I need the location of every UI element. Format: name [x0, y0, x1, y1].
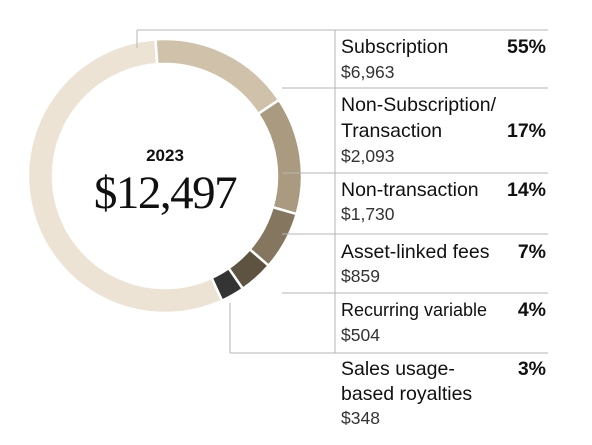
legend-label: based royalties	[341, 383, 472, 405]
legend-percent: 17%	[507, 120, 546, 142]
legend-amount: $504	[341, 325, 380, 345]
legend-item-4: Asset-linked fees 7% $859	[341, 241, 546, 286]
legend-item-3: Non-transaction 14% $1,730	[341, 179, 546, 224]
legend-label: Transaction	[341, 120, 442, 142]
legend-percent: 14%	[507, 179, 546, 201]
legend-amount: $348	[341, 408, 380, 428]
legend-amount: $2,093	[341, 146, 395, 166]
legend-label: Recurring variable	[341, 300, 487, 320]
center-total: $12,497	[94, 167, 237, 219]
legend-item-6: Sales usage-based royalties 3% $348	[341, 358, 546, 428]
legend-label: Non-transaction	[341, 179, 479, 201]
legend-item-1: Subscription 55% $6,963	[341, 36, 546, 82]
legend-percent: 3%	[518, 358, 546, 380]
legend-item-2: Non-Subscription/Transaction 17% $2,093	[341, 94, 546, 166]
donut-slice-2	[154, 37, 281, 116]
legend-percent: 7%	[518, 241, 546, 263]
legend-percent: 55%	[507, 36, 546, 58]
legend-label: Subscription	[341, 36, 448, 58]
legend-amount: $859	[341, 266, 380, 286]
legend-item-5: Recurring variable 4% $504	[341, 299, 546, 345]
legend-percent: 4%	[518, 299, 546, 321]
center-year: 2023	[146, 146, 184, 165]
legend: Subscription 55% $6,963 Non-Subscription/Tr…	[341, 36, 546, 428]
leader-lines	[136, 29, 548, 354]
donut-slice-1	[26, 37, 224, 315]
legend-label: Sales usage-	[341, 358, 455, 380]
legend-amount: $1,730	[341, 204, 395, 224]
donut-ring	[26, 37, 304, 315]
legend-amount: $6,963	[341, 62, 395, 82]
legend-label: Non-Subscription/	[341, 94, 497, 116]
donut-slice-3	[256, 98, 304, 216]
legend-label: Asset-linked fees	[341, 241, 490, 263]
